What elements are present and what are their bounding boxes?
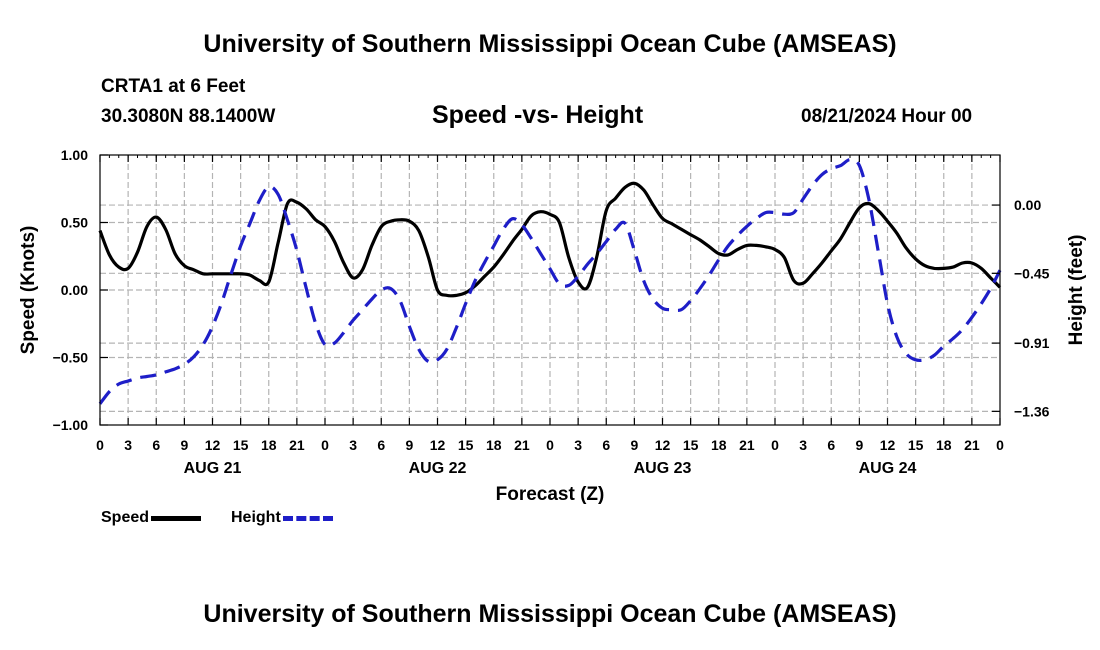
y-right-tick-label: 0.00: [1014, 197, 1041, 213]
legend-speed-label: Speed: [101, 509, 150, 526]
legend-height-swatch: [282, 515, 333, 521]
y-right-tick-label: −0.91: [1014, 335, 1050, 351]
y-left-tick-label: −0.50: [53, 350, 89, 366]
coordinates-label: 30.3080N 88.1400W: [101, 106, 276, 127]
x-tick-label: 0: [771, 437, 779, 453]
x-tick-label: 3: [799, 437, 807, 453]
series-line-height: [98, 157, 1002, 405]
station-label: CRTA1 at 6 Feet: [101, 76, 246, 97]
x-tick-label: 18: [711, 437, 727, 453]
x-tick-label: 3: [574, 437, 582, 453]
x-tick-label: 6: [152, 437, 160, 453]
x-tick-label: 21: [289, 437, 305, 453]
x-tick-label: 9: [630, 437, 638, 453]
footer-title: University of Southern Mississippi Ocean…: [203, 600, 897, 628]
x-tick-label: 0: [546, 437, 554, 453]
x-tick-label: 0: [321, 437, 329, 453]
legend-height: Height: [231, 509, 333, 527]
x-tick-label: 21: [739, 437, 755, 453]
x-tick-label: 6: [377, 437, 385, 453]
y-left-tick-label: −1.00: [53, 417, 89, 433]
x-tick-label: 18: [261, 437, 277, 453]
y-axis-left-label: Speed (Knots): [18, 226, 39, 355]
series-line-speed: [98, 181, 1002, 298]
x-tick-label: 15: [683, 437, 699, 453]
x-tick-label: 9: [855, 437, 863, 453]
y-left-tick-label: 1.00: [61, 147, 88, 163]
x-tick-label: 3: [349, 437, 357, 453]
legend-speed: Speed: [101, 509, 202, 527]
x-tick-label: 0: [96, 437, 104, 453]
x-tick-label: 12: [205, 437, 221, 453]
x-axis-label: Forecast (Z): [496, 484, 605, 505]
y-left-tick-label: 0.50: [61, 215, 88, 231]
x-tick-label: 9: [405, 437, 413, 453]
y-right-tick-label: −1.36: [1014, 403, 1050, 419]
date-label: AUG 24: [859, 460, 917, 477]
main-title: University of Southern Mississippi Ocean…: [203, 30, 897, 58]
x-tick-label: 12: [430, 437, 446, 453]
x-tick-label: 18: [486, 437, 502, 453]
series-layer: [98, 157, 1002, 405]
x-tick-label: 21: [964, 437, 980, 453]
x-tick-label: 15: [908, 437, 924, 453]
x-tick-label: 6: [827, 437, 835, 453]
x-tick-label: 9: [180, 437, 188, 453]
date-label: AUG 21: [184, 460, 242, 477]
x-tick-label: 0: [996, 437, 1004, 453]
date-label: AUG 22: [409, 460, 467, 477]
date-label: AUG 23: [634, 460, 692, 477]
y-left-tick-label: 0.00: [61, 282, 88, 298]
y-axis-right-label: Height (feet): [1066, 235, 1087, 346]
x-tick-label: 18: [936, 437, 952, 453]
y-right-tick-label: −0.45: [1014, 265, 1050, 281]
x-tick-label: 21: [514, 437, 530, 453]
x-tick-label: 6: [602, 437, 610, 453]
chart-title: Speed -vs- Height: [432, 101, 644, 129]
x-tick-label: 3: [124, 437, 132, 453]
x-tick-label: 12: [655, 437, 671, 453]
axis-ticks: 0 3 6 9 12 15 18 21 0 3 6 9 12 15 18 21 0 3 6 9 12 15 18 21 0 3 6 9…: [53, 147, 1050, 477]
legend-height-label: Height: [231, 509, 281, 526]
legend-speed-swatch: [151, 515, 202, 521]
grid: [100, 155, 1000, 425]
x-tick-label: 12: [880, 437, 896, 453]
x-tick-label: 15: [458, 437, 474, 453]
x-tick-label: 15: [233, 437, 249, 453]
datetime-label: 08/21/2024 Hour 00: [801, 106, 973, 127]
